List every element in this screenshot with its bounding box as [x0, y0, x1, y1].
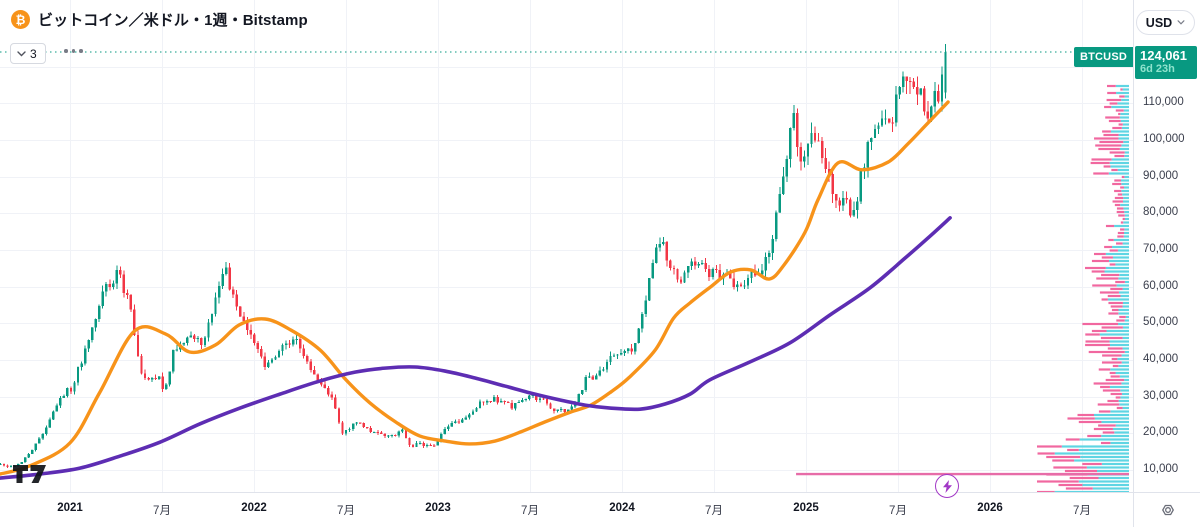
lightning-icon: [942, 479, 952, 493]
chart-header: ₿ ビットコイン／米ドル・1週・Bitstamp: [11, 9, 308, 30]
tradingview-logo[interactable]: [13, 464, 49, 489]
candle-countdown: 6d 23h: [1140, 63, 1175, 75]
time-axis-label: 7月: [521, 505, 539, 517]
price-axis-label: 20,000: [1143, 426, 1179, 439]
price-axis-label: 70,000: [1143, 243, 1179, 256]
price-axis-label: 50,000: [1143, 316, 1179, 329]
time-axis-label: 7月: [1073, 505, 1091, 517]
price-axis-label: 110,000: [1143, 96, 1184, 109]
currency-selector[interactable]: USD: [1136, 10, 1195, 35]
ma-slow-line: [0, 216, 952, 480]
lightning-trade-button[interactable]: [935, 474, 959, 498]
time-axis-label: 2023: [425, 502, 451, 514]
volume-profile: [1037, 84, 1129, 492]
price-axis-label: 60,000: [1143, 279, 1179, 292]
time-axis-label: 2024: [609, 502, 635, 514]
more-options-button[interactable]: [64, 49, 83, 53]
price-axis[interactable]: 110,000 100,000 90,000 80,000 70,000 60,000 50…: [1133, 0, 1200, 492]
time-axis-label: 7月: [705, 505, 723, 517]
tradingview-logo-icon: [13, 465, 46, 483]
symbol-title[interactable]: ビットコイン／米ドル・1週・Bitstamp: [38, 12, 308, 29]
price-axis-label: 100,000: [1143, 133, 1185, 146]
chevron-down-icon: [17, 50, 26, 56]
price-axis-label: 80,000: [1143, 206, 1179, 219]
indicators-legend-toggle[interactable]: 3: [10, 43, 46, 64]
time-axis-label: 7月: [337, 505, 355, 517]
symbol-price-label: BTCUSD: [1074, 47, 1133, 67]
candlesticks: [0, 43, 947, 469]
currency-label: USD: [1145, 15, 1173, 30]
chart-canvas[interactable]: [0, 0, 1133, 492]
ma-fast-line: [0, 100, 950, 476]
gridlines: [0, 0, 1133, 492]
current-price-tag: 124,061 6d 23h: [1135, 46, 1197, 79]
time-axis-label: 2021: [57, 502, 83, 514]
time-axis-label: 2022: [241, 502, 267, 514]
price-axis-label: 90,000: [1143, 169, 1179, 182]
price-axis-label: 30,000: [1143, 389, 1179, 402]
time-axis[interactable]: 2021 7月 2022 7月 2023 7月 2024 7月 2025 7月 2026 7月: [0, 492, 1200, 527]
axis-settings-corner[interactable]: [1133, 493, 1200, 527]
bitcoin-icon: ₿: [11, 10, 30, 29]
time-axis-label: 7月: [153, 505, 171, 517]
time-axis-label: 2026: [977, 502, 1003, 514]
time-axis-label: 2025: [793, 502, 819, 514]
price-axis-label: 40,000: [1143, 353, 1179, 366]
gear-icon: [1161, 504, 1174, 516]
time-axis-label: 7月: [889, 505, 907, 517]
indicator-count: 3: [30, 46, 37, 61]
chevron-down-icon: [1177, 20, 1185, 25]
current-price-value: 124,061: [1140, 48, 1187, 63]
price-axis-label: 10,000: [1143, 463, 1179, 475]
